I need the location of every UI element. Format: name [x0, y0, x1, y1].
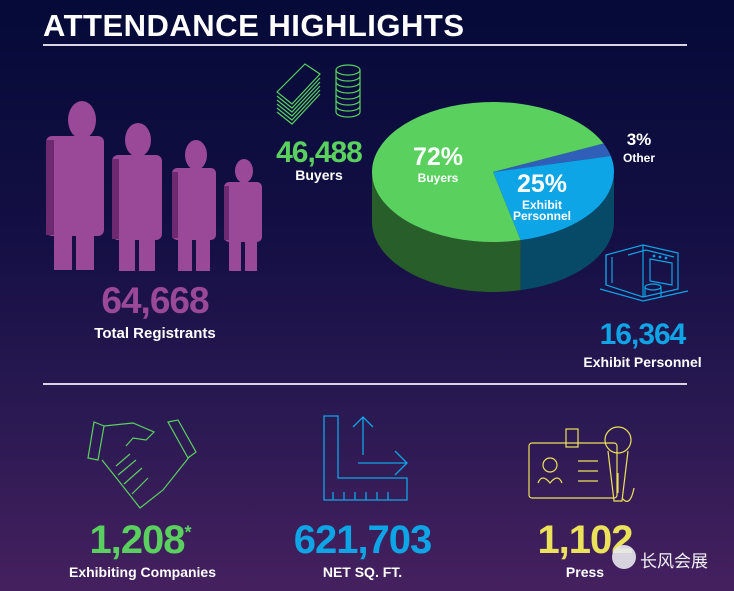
badge-microphone-icon — [528, 426, 635, 502]
exhibit-value: 16,364 — [599, 318, 687, 351]
divider — [43, 383, 687, 385]
ruler-square-icon — [323, 415, 408, 501]
pie-side-buyers — [372, 172, 521, 292]
pie-label-buyers: Buyers — [417, 171, 459, 185]
pie-side-exhibit-personnel — [520, 172, 614, 291]
companies-label: Exhibiting Companies — [68, 564, 216, 580]
pie-label-exhibit-pct: 25% — [516, 170, 568, 198]
pie-label-exhibit-line2: Personnel — [512, 209, 572, 223]
pie-label-buyers-pct: 72% — [412, 143, 464, 171]
exhibit-label: Exhibit Personnel — [583, 354, 702, 370]
divider — [43, 44, 687, 46]
watermark: 长风会展 — [640, 552, 708, 571]
sqft-value: 621,703 — [293, 518, 433, 562]
person-figure — [46, 101, 104, 270]
pie-label-exhibit-line1: Exhibit — [521, 198, 562, 212]
pie-label-other: Other — [622, 151, 655, 165]
pie-slice-exhibit-personnel — [493, 156, 614, 241]
pie-slice-other — [493, 143, 611, 172]
page-title: ATTENDANCE HIGHLIGHTS — [43, 8, 465, 43]
press-label: Press — [565, 564, 605, 580]
booth-icon — [599, 244, 689, 302]
person-figure — [224, 159, 262, 271]
wechat-icon — [612, 545, 636, 569]
money-coins-icon — [276, 63, 361, 125]
handshake-icon — [87, 419, 197, 509]
buyers-value: 46,488 — [276, 136, 363, 169]
asterisk: * — [184, 522, 192, 543]
person-figure — [112, 123, 162, 271]
buyers-label: Buyers — [295, 167, 343, 183]
sqft-label: NET SQ. FT. — [322, 564, 403, 580]
pie-slice-buyers — [371, 101, 604, 242]
pie-label-other-pct: 3% — [626, 130, 652, 149]
people-icon — [46, 101, 262, 271]
total-value: 64,668 — [101, 280, 209, 321]
person-figure — [172, 140, 216, 271]
total-label: Total Registrants — [94, 325, 216, 342]
companies-value: 1,208* — [89, 518, 192, 562]
